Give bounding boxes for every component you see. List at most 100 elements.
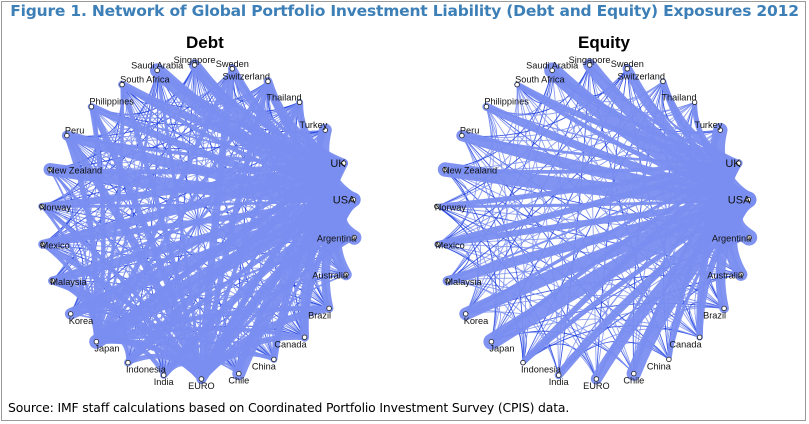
hub-edge-euro: [198, 78, 271, 382]
node-south-africa: [119, 81, 125, 88]
hub-edge-japan: [95, 69, 159, 343]
hub-edge-japan: [94, 326, 307, 344]
node-label-euro: EURO: [188, 381, 215, 391]
node-australia: [343, 271, 349, 278]
node-mexico: [39, 241, 46, 247]
hub-edge-euro: [62, 131, 206, 383]
node-label-thailand: Thailand: [266, 92, 301, 102]
node-saudi-arabia: [154, 67, 160, 74]
node-norway: [39, 203, 45, 210]
hub-edge-japan: [95, 64, 196, 343]
hub-edge-uk: [713, 128, 741, 166]
hub-edge-uk: [38, 159, 348, 210]
hub-edge-euro: [197, 65, 236, 383]
node-euro: [593, 376, 600, 382]
node-label-australia: Australia: [312, 271, 349, 281]
hub-edge-uk: [460, 134, 740, 165]
node-label-chile: Chile: [228, 376, 249, 386]
node-label-china: China: [252, 361, 277, 371]
node-label-singapore: Singapore: [174, 55, 216, 65]
node-uk: [340, 160, 347, 166]
node-thailand: [691, 99, 698, 105]
node-switzerland: [265, 78, 271, 85]
node-label-malaysia: Malaysia: [445, 277, 482, 287]
hub-edge-uk: [434, 160, 742, 248]
hub-edge-japan: [95, 100, 301, 344]
hub-edge-uk: [549, 68, 741, 166]
hub-edge-euro: [200, 128, 327, 381]
hub-edge-japan: [95, 236, 356, 343]
hub-edge-uk: [464, 161, 741, 316]
node-label-japan: Japan: [94, 344, 119, 354]
node-uk: [735, 160, 742, 166]
node-label-sweden: Sweden: [611, 59, 644, 69]
hub-edge-uk: [38, 158, 348, 249]
node-brazil: [721, 305, 727, 312]
node-label-euro: EURO: [583, 381, 610, 391]
node-label-canada: Canada: [669, 339, 702, 349]
node-saudi-arabia: [549, 67, 555, 74]
node-label-india: India: [549, 377, 570, 387]
node-label-chile: Chile: [623, 376, 644, 386]
hub-edge-japan: [94, 338, 166, 378]
hub-edge-japan: [94, 79, 270, 344]
node-label-japan: Japan: [489, 344, 514, 354]
node-label-korea: Korea: [69, 316, 94, 326]
node-label-brazil: Brazil: [308, 310, 331, 320]
node-label-singapore: Singapore: [569, 55, 611, 65]
node-label-switzerland: Switzerland: [618, 71, 666, 81]
node-usa: [745, 196, 752, 203]
hub-edge-uk: [443, 161, 741, 174]
node-philippines: [88, 103, 95, 110]
node-label-norway: Norway: [435, 202, 467, 212]
node-chile: [236, 370, 242, 377]
source-note: Source: IMF staff calculations based on …: [8, 400, 570, 415]
node-label-indonesia: Indonesia: [126, 365, 167, 375]
hub-edge-uk: [666, 160, 742, 362]
node-south-africa: [514, 81, 520, 88]
node-label-new-zealand: New Zealand: [48, 166, 102, 176]
node-label-turkey: Turkey: [300, 120, 328, 130]
node-norway: [434, 203, 440, 210]
node-label-philippines: Philippines: [89, 97, 134, 107]
node-australia: [738, 271, 744, 278]
node-argentina: [746, 234, 752, 241]
hub-edge-uk: [558, 162, 740, 376]
hub-edge-japan: [93, 66, 235, 345]
node-korea: [67, 311, 74, 317]
edge: [437, 106, 492, 245]
node-india: [556, 372, 562, 378]
node-label-new-zealand: New Zealand: [443, 166, 497, 176]
node-thailand: [296, 99, 303, 105]
node-label-turkey: Turkey: [695, 120, 723, 130]
node-canada: [696, 334, 703, 340]
node-turkey: [717, 127, 723, 133]
node-label-usa: USA: [333, 195, 356, 207]
debt-panel-title: Debt: [186, 33, 224, 52]
node-label-australia: Australia: [707, 271, 744, 281]
hub-edge-japan: [94, 82, 125, 344]
node-label-south-africa: South Africa: [120, 75, 170, 85]
node-label-india: India: [154, 377, 175, 387]
node-peru: [64, 132, 70, 139]
node-label-usa: USA: [728, 195, 751, 207]
hub-edge-uk: [65, 133, 346, 165]
hub-edge-euro: [199, 197, 356, 382]
hub-edge-uk: [489, 160, 741, 344]
node-label-peru: Peru: [65, 126, 84, 136]
debt-network: UK USA Argentina Australia Brazil Canada China…: [38, 55, 362, 391]
node-label-norway: Norway: [40, 202, 72, 212]
node-sweden: [229, 66, 235, 72]
node-label-indonesia: Indonesia: [521, 365, 562, 375]
node-philippines: [483, 103, 490, 110]
node-new-zealand: [442, 166, 448, 173]
node-label-south-africa: South Africa: [515, 75, 565, 85]
node-usa: [350, 196, 357, 203]
hub-edge-japan: [93, 305, 332, 345]
edge: [447, 84, 518, 282]
node-label-brazil: Brazil: [703, 310, 726, 320]
hub-edge-japan: [94, 160, 346, 344]
node-label-china: China: [647, 361, 672, 371]
